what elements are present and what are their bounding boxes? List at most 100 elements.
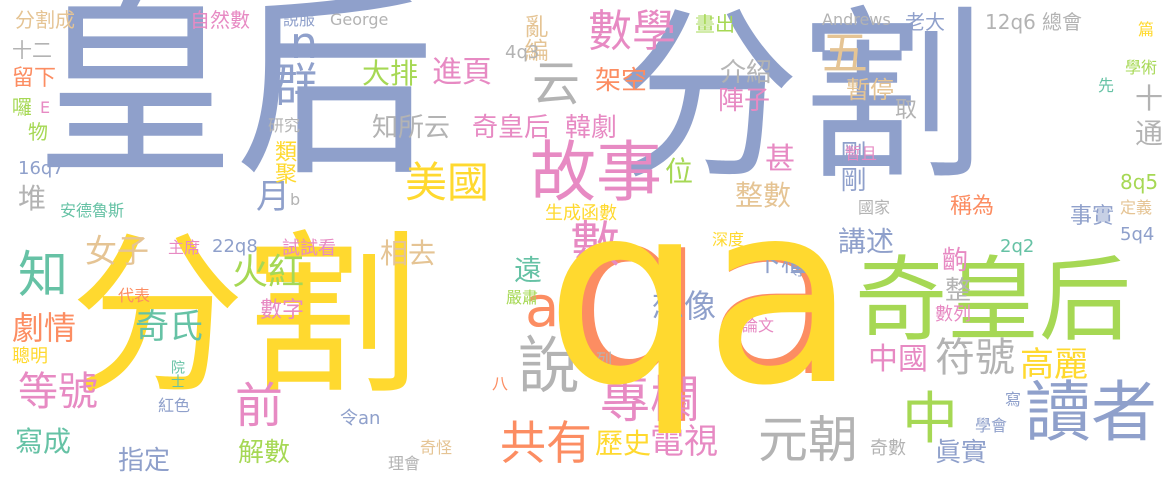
word-george: George — [330, 10, 389, 29]
word-yun: 云 — [532, 56, 581, 112]
word-daibiao: 代表 — [118, 286, 151, 305]
word-chengwei: 稱為 — [950, 194, 995, 219]
word-shier: 十二 — [12, 38, 52, 62]
word-hongse: 紅色 — [158, 396, 191, 415]
word-wu-small: 物 — [28, 120, 48, 144]
word-e: E — [40, 98, 51, 117]
word-denghao: 等號 — [18, 369, 98, 415]
word-qiguai: 奇怪 — [420, 438, 453, 457]
word-jiakong: 架空 — [595, 66, 648, 96]
word-lishi: 歷史 — [595, 427, 652, 460]
word-xueshu: 學術 — [1125, 58, 1158, 77]
word-yue: 月 — [256, 177, 290, 217]
word-ba: 八 — [492, 374, 509, 393]
word-shuxue: 數學 — [588, 6, 676, 57]
word-ganggang: 剛剛 — [836, 140, 866, 192]
word-shulie: 數列 — [935, 304, 971, 325]
word-zhuxi: 主席 — [168, 238, 201, 257]
word-2q2: 2q2 — [1000, 236, 1035, 257]
word-8q5: 8q5 — [1120, 170, 1159, 194]
word-zhi: 知 — [18, 246, 68, 304]
word-zanqie: 暫且 — [845, 144, 878, 163]
word-22q8: 22q8 — [212, 236, 258, 257]
word-qun: 群 — [272, 58, 318, 112]
word-lunwen: 論文 — [742, 316, 775, 335]
word-yansu: 嚴肅 — [506, 288, 539, 307]
word-qa-yellow: qa — [545, 149, 857, 440]
word-yanjiu: 研究 — [268, 116, 301, 135]
word-lingan: 令an — [340, 408, 381, 429]
word-shishi: 事實 — [1070, 204, 1115, 229]
word-guojia: 國家 — [858, 198, 891, 217]
word-fenge-yellow: 分割 — [70, 216, 420, 419]
word-shishikan: 試試看 — [282, 238, 336, 259]
word-zhong: 中 — [902, 387, 958, 452]
word-dianshi: 電視 — [650, 422, 718, 462]
word-luo: 囉 — [12, 95, 32, 119]
word-huanghou: 皇后 — [35, 0, 436, 204]
word-qian: 前 — [235, 378, 284, 434]
word-laoda: 老大 — [905, 10, 945, 34]
word-16q7: 16q7 — [18, 158, 64, 179]
word-gaoli: 高麗 — [1020, 345, 1088, 385]
word-jiangshu: 講述 — [838, 225, 895, 258]
word-yuanchao: 元朝 — [758, 411, 858, 469]
word-duzhe: 讀者 — [1025, 374, 1157, 451]
word-zonghui: 總會 — [1042, 10, 1082, 34]
word-meiguo: 美國 — [405, 158, 490, 207]
word-jinye: 進頁 — [432, 55, 492, 90]
word-4q3: 4q3 — [505, 42, 540, 63]
word-gushi: 故事 — [530, 134, 662, 211]
word-zhiding: 指定 — [118, 446, 171, 476]
word-wei: 位 — [665, 155, 694, 188]
word-huachu: 畫出 — [695, 12, 735, 36]
word-yuan: 遠 — [510, 255, 543, 283]
word-zhengshu: 整數 — [735, 179, 792, 212]
word-qihuanghou-small: 奇皇后 — [472, 113, 551, 143]
word-juqing: 劇情 — [12, 309, 77, 347]
word-gongyou: 共有 — [500, 416, 592, 470]
word-hanju: 韓劇 — [565, 113, 618, 143]
word-fuhao: 符號 — [935, 335, 1015, 381]
word-qishu: 奇數 — [870, 438, 906, 459]
word-chu: 齣 — [942, 246, 969, 276]
word-zhenzi: 陣子 — [718, 86, 771, 116]
word-zhuanjia: 專家 — [790, 260, 823, 279]
word-zheng: 整 — [945, 276, 972, 306]
word-xie: 寫 — [1005, 390, 1022, 409]
word-zhuanlan: 專欄 — [600, 371, 700, 429]
word-wu: 五 — [822, 26, 868, 80]
word-xiangxiang: 想像 — [652, 287, 717, 325]
word-dui: 堆 — [18, 182, 47, 215]
word-qishi: 奇氏 — [135, 307, 203, 347]
word-congming: 聰明 — [12, 346, 48, 367]
word-lie: 列 — [596, 350, 613, 369]
word-zhenshi: 眞實 — [935, 438, 988, 468]
word-luanbian: 亂編 — [520, 14, 548, 62]
word-dingyi: 定義 — [1120, 198, 1153, 217]
word-shuofu: 說服 — [283, 10, 316, 29]
word-ziranshu: 自然數 — [190, 8, 250, 32]
word-xiecheng: 寫成 — [15, 425, 72, 458]
word-andelusi: 安德魯斯 — [60, 201, 125, 220]
word-xian: 先 — [1098, 76, 1115, 95]
word-tong: 通 — [1135, 117, 1164, 150]
word-qa-orange: qa — [560, 161, 847, 428]
word-zanting: 暫停 — [846, 76, 894, 104]
word-qihuanghou: 奇皇后 — [855, 247, 1132, 354]
word-pian: 篇 — [1138, 20, 1155, 39]
word-shi: 十 — [1135, 82, 1164, 115]
word-shen: 甚 — [765, 142, 795, 177]
word-shengchenghanshu: 生成函數 — [545, 203, 617, 224]
word-shendu: 深度 — [712, 230, 745, 249]
word-shu: 數 — [570, 216, 620, 274]
word-liuxia: 留下 — [12, 66, 57, 91]
word-leiju: 類聚 — [271, 140, 296, 184]
word-fengecheng: 分割成 — [15, 8, 75, 32]
word-huohong: 火紅 — [232, 252, 305, 293]
word-dapai: 大排 — [362, 57, 419, 90]
word-andrews: Andrews — [822, 10, 891, 29]
word-zhisuoyun: 知所云 — [372, 113, 451, 143]
word-jieshu: 解數 — [238, 438, 291, 468]
